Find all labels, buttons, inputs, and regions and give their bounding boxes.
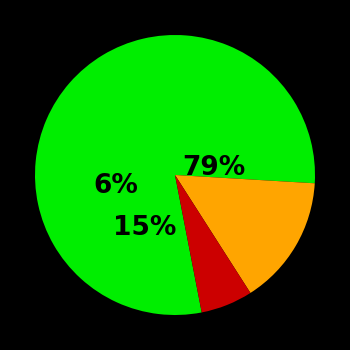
Text: 6%: 6% — [94, 173, 139, 199]
Wedge shape — [35, 35, 315, 315]
Text: 79%: 79% — [183, 155, 246, 181]
Wedge shape — [175, 175, 315, 293]
Text: 15%: 15% — [112, 215, 176, 241]
Wedge shape — [175, 175, 251, 313]
